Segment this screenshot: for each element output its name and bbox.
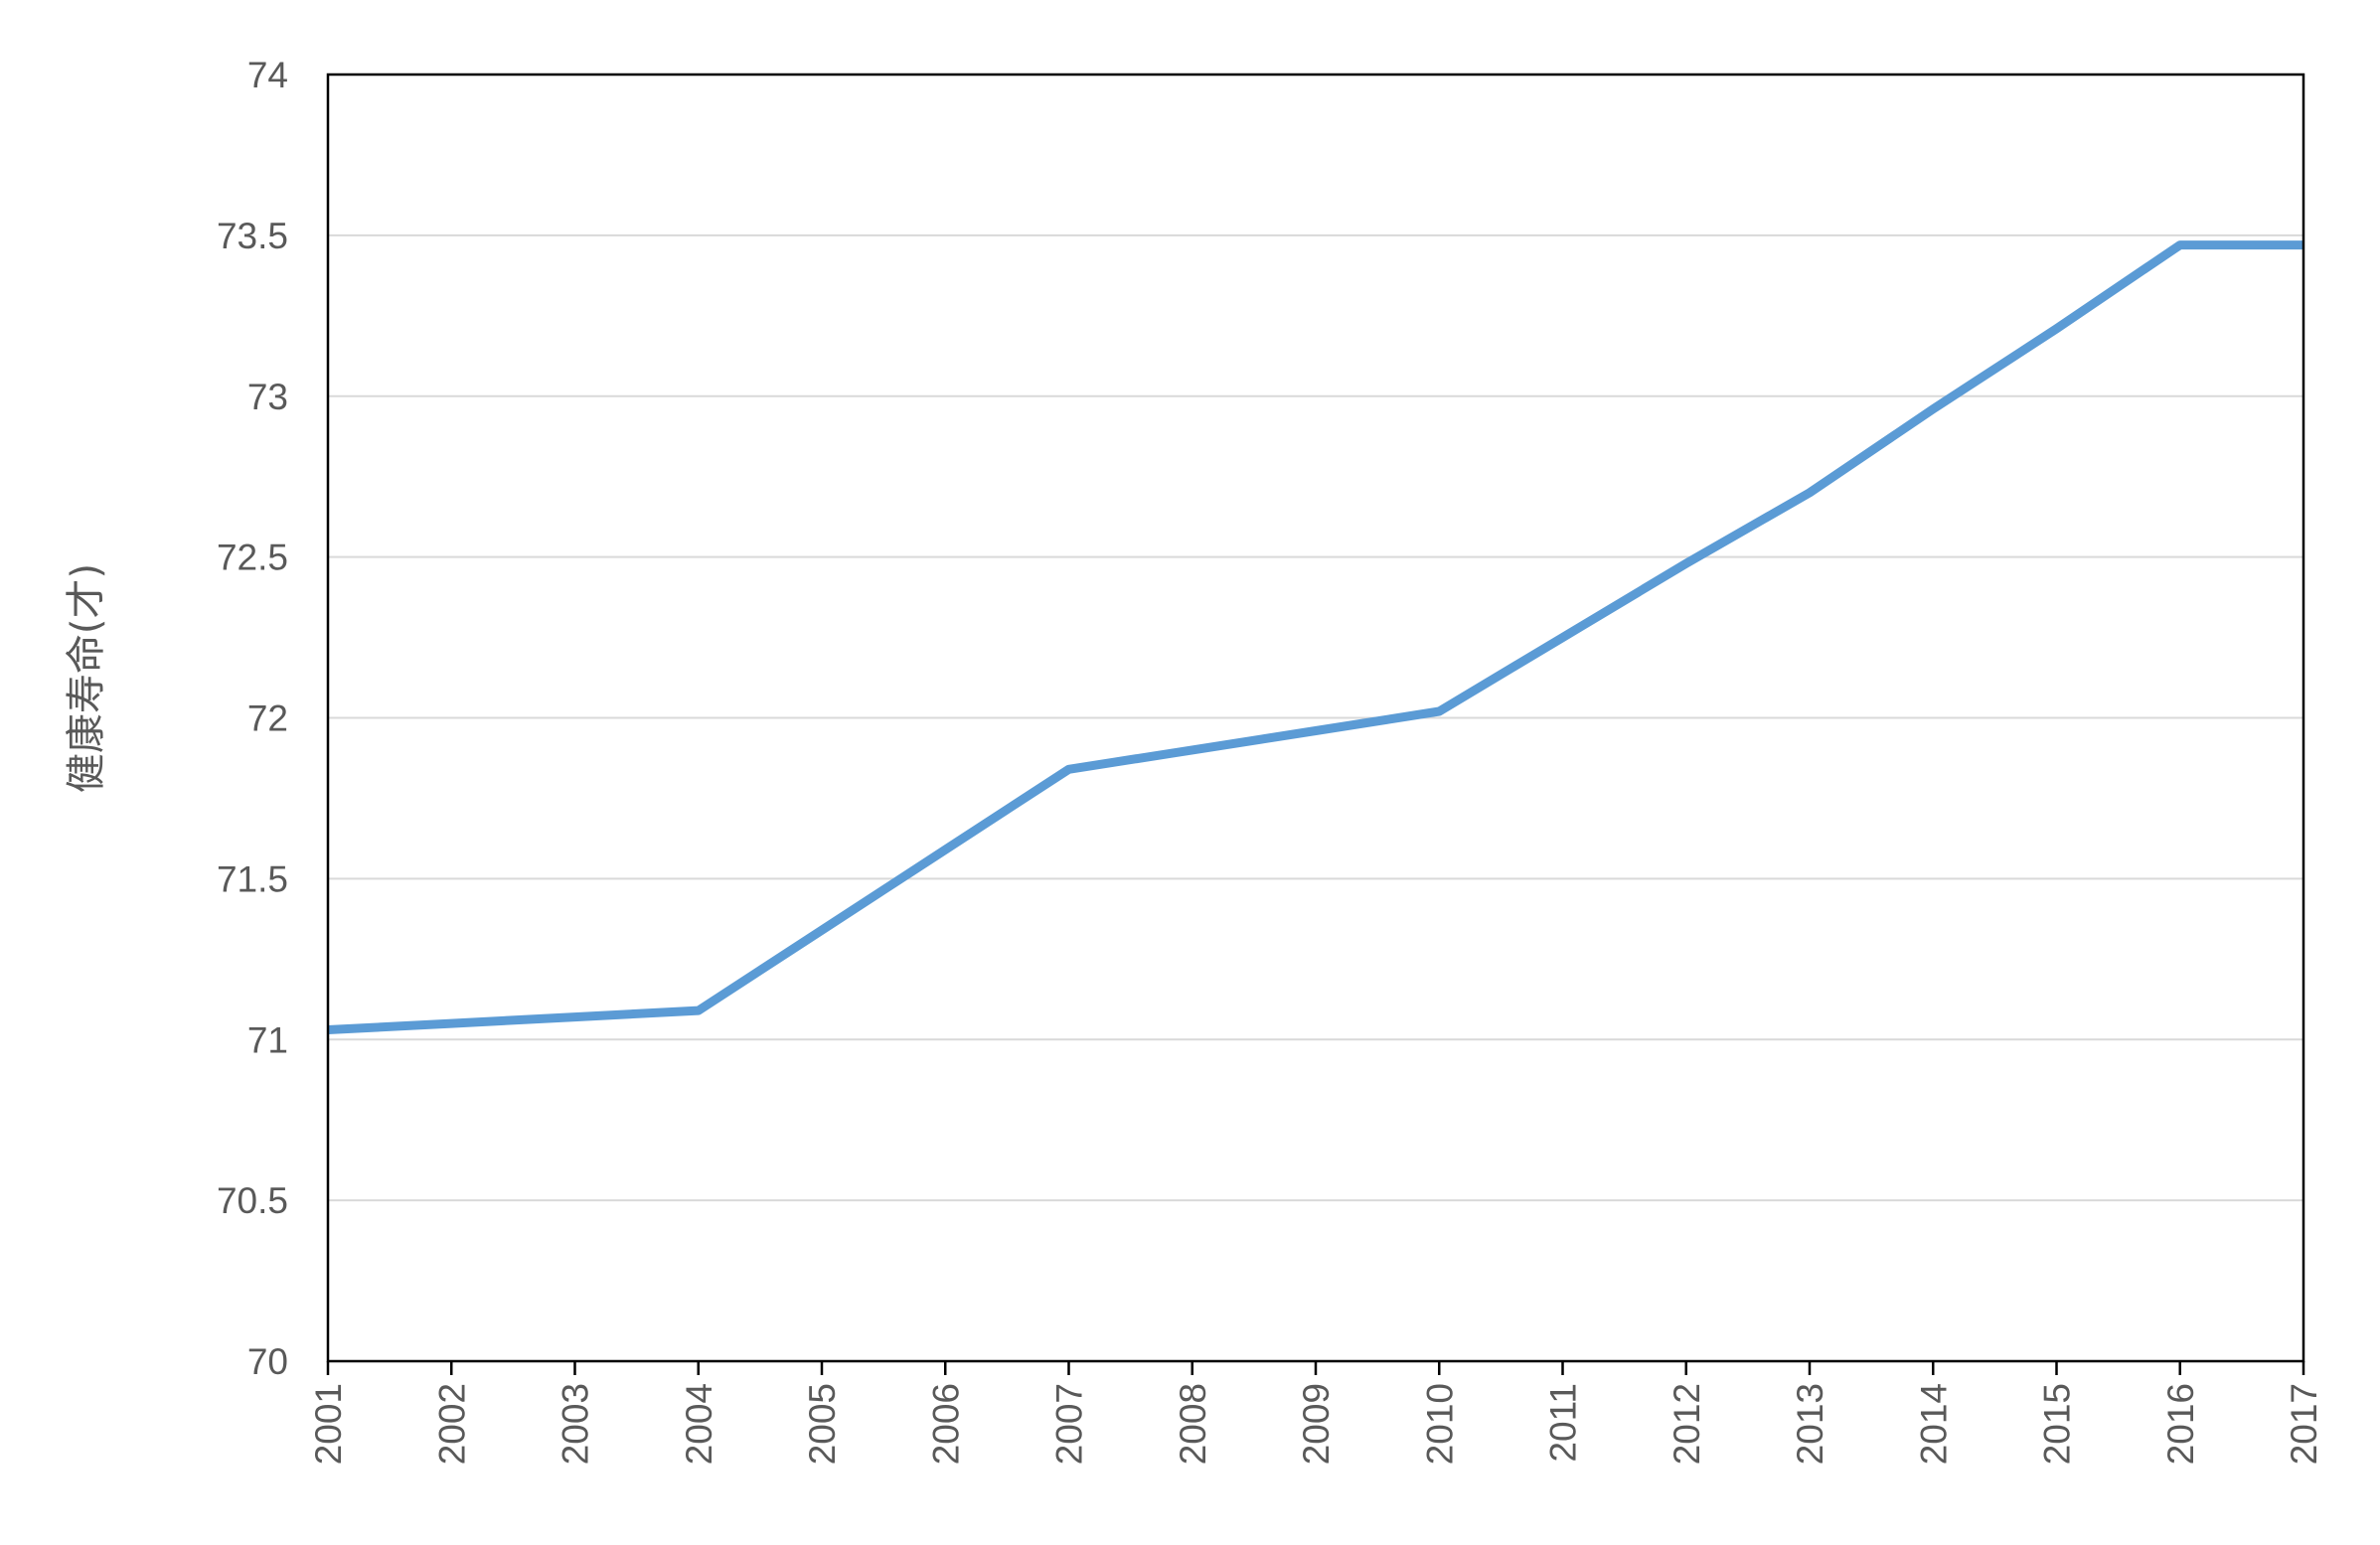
plot-area-frame bbox=[326, 73, 2305, 1363]
x-tick-label: 2001 bbox=[308, 1383, 349, 1465]
x-tick-label: 2013 bbox=[1790, 1383, 1830, 1465]
x-tick-label: 2008 bbox=[1173, 1383, 1213, 1465]
y-tick-label: 71.5 bbox=[217, 858, 288, 899]
y-axis-title: 健康寿命(才) bbox=[64, 563, 109, 793]
x-axis-ticks: 2001 2002 2003 2004 2005 2006 2007 2008 2009 2010… bbox=[308, 1361, 2324, 1465]
y-tick-label: 73.5 bbox=[217, 216, 288, 256]
y-axis-tick-labels: 70 70.5 71 71.5 72 72.5 73 73.5 74 bbox=[217, 55, 288, 1382]
y-tick-label: 70.5 bbox=[217, 1180, 288, 1221]
x-tick-label: 2002 bbox=[431, 1383, 472, 1465]
y-tick-label: 72 bbox=[247, 698, 288, 739]
x-tick-label: 2017 bbox=[2284, 1383, 2324, 1465]
x-tick-label: 2012 bbox=[1666, 1383, 1707, 1465]
y-tick-label: 74 bbox=[247, 55, 288, 95]
series-line bbox=[327, 240, 2303, 1034]
y-tick-label: 71 bbox=[247, 1019, 288, 1060]
x-tick-label: 2016 bbox=[2160, 1383, 2201, 1465]
x-tick-label: 2011 bbox=[1543, 1383, 1584, 1463]
x-tick-label: 2005 bbox=[802, 1383, 843, 1465]
y-tick-label: 73 bbox=[247, 377, 288, 417]
x-tick-label: 2009 bbox=[1296, 1383, 1337, 1465]
x-tick-label: 2007 bbox=[1049, 1383, 1090, 1465]
x-tick-label: 2003 bbox=[555, 1383, 596, 1465]
x-tick-label: 2014 bbox=[1913, 1383, 1954, 1465]
y-tick-label: 72.5 bbox=[217, 538, 288, 578]
gridlines bbox=[328, 233, 2303, 1202]
x-tick-label: 2006 bbox=[925, 1383, 966, 1465]
x-tick-label: 2015 bbox=[2037, 1383, 2078, 1465]
x-tick-label: 2010 bbox=[1419, 1383, 1460, 1465]
y-tick-label: 70 bbox=[247, 1341, 288, 1382]
series-lines bbox=[327, 240, 2303, 1034]
x-tick-label: 2004 bbox=[679, 1383, 719, 1465]
